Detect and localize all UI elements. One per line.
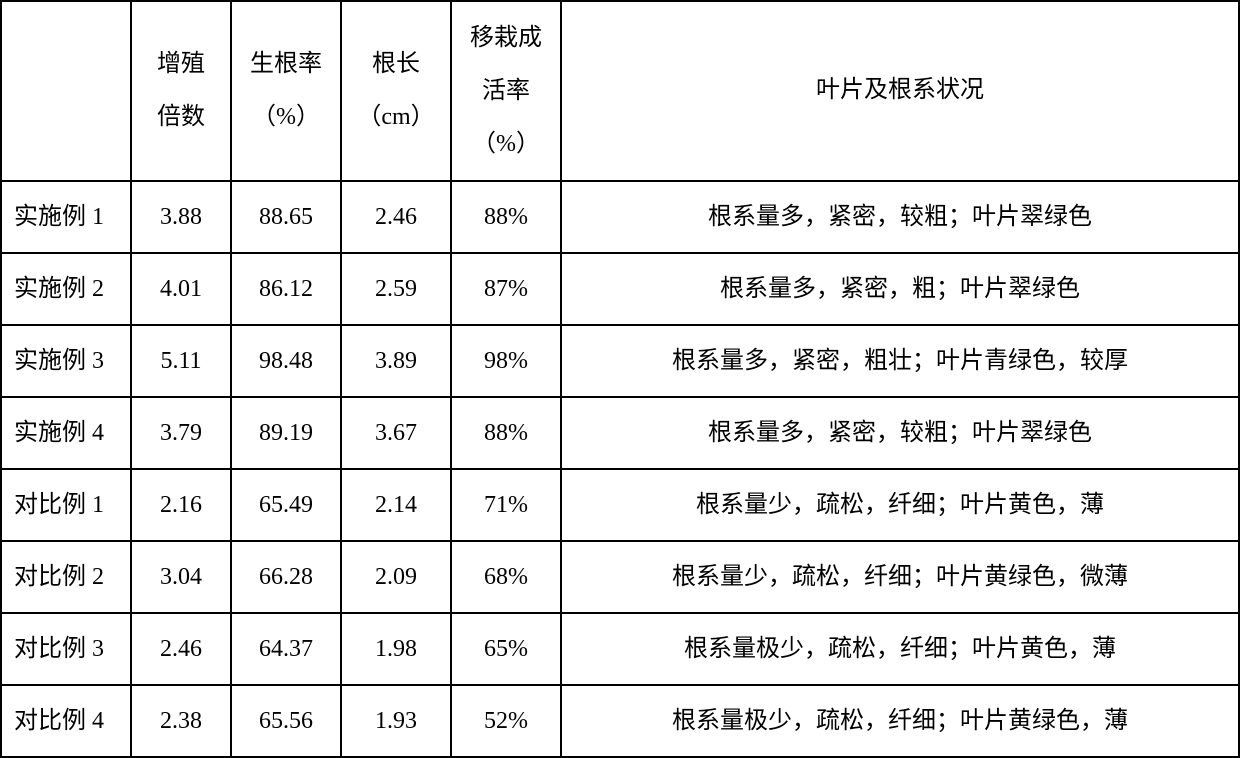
- cell-root-len: 3.89: [341, 325, 451, 397]
- cell-survival: 71%: [451, 469, 561, 541]
- cell-root-len: 2.59: [341, 253, 451, 325]
- cell-label: 实施例 4: [1, 397, 131, 469]
- cell-survival: 65%: [451, 613, 561, 685]
- cell-root-rate: 86.12: [231, 253, 341, 325]
- cell-root-rate: 65.56: [231, 685, 341, 757]
- data-table-container: 增殖倍数 生根率（%） 根长（cm） 移栽成活率（%） 叶片及根系状况 实施例 …: [0, 0, 1240, 758]
- header-rooting-rate: 生根率（%）: [231, 1, 341, 181]
- table-row: 实施例 4 3.79 89.19 3.67 88% 根系量多，紧密，较粗；叶片翠…: [1, 397, 1239, 469]
- cell-root-len: 2.09: [341, 541, 451, 613]
- cell-root-rate: 64.37: [231, 613, 341, 685]
- cell-root-len: 2.14: [341, 469, 451, 541]
- cell-root-rate: 89.19: [231, 397, 341, 469]
- table-header: 增殖倍数 生根率（%） 根长（cm） 移栽成活率（%） 叶片及根系状况: [1, 1, 1239, 181]
- table-row: 对比例 2 3.04 66.28 2.09 68% 根系量少，疏松，纤细；叶片黄…: [1, 541, 1239, 613]
- table-row: 对比例 4 2.38 65.56 1.93 52% 根系量极少，疏松，纤细；叶片…: [1, 685, 1239, 757]
- cell-survival: 98%: [451, 325, 561, 397]
- cell-root-rate: 65.49: [231, 469, 341, 541]
- table-row: 对比例 1 2.16 65.49 2.14 71% 根系量少，疏松，纤细；叶片黄…: [1, 469, 1239, 541]
- cell-desc: 根系量少，疏松，纤细；叶片黄绿色，微薄: [561, 541, 1239, 613]
- cell-desc: 根系量多，紧密，粗壮；叶片青绿色，较厚: [561, 325, 1239, 397]
- experiment-results-table: 增殖倍数 生根率（%） 根长（cm） 移栽成活率（%） 叶片及根系状况 实施例 …: [0, 0, 1240, 758]
- cell-label: 实施例 2: [1, 253, 131, 325]
- table-row: 实施例 1 3.88 88.65 2.46 88% 根系量多，紧密，较粗；叶片翠…: [1, 181, 1239, 253]
- cell-root-rate: 88.65: [231, 181, 341, 253]
- cell-mult: 2.16: [131, 469, 231, 541]
- cell-desc: 根系量极少，疏松，纤细；叶片黄绿色，薄: [561, 685, 1239, 757]
- cell-survival: 52%: [451, 685, 561, 757]
- cell-mult: 2.38: [131, 685, 231, 757]
- cell-root-len: 1.93: [341, 685, 451, 757]
- header-multiplication: 增殖倍数: [131, 1, 231, 181]
- cell-root-len: 1.98: [341, 613, 451, 685]
- cell-desc: 根系量多，紧密，粗；叶片翠绿色: [561, 253, 1239, 325]
- header-description: 叶片及根系状况: [561, 1, 1239, 181]
- table-row: 对比例 3 2.46 64.37 1.98 65% 根系量极少，疏松，纤细；叶片…: [1, 613, 1239, 685]
- cell-mult: 2.46: [131, 613, 231, 685]
- cell-mult: 3.04: [131, 541, 231, 613]
- cell-root-len: 3.67: [341, 397, 451, 469]
- cell-mult: 4.01: [131, 253, 231, 325]
- table-body: 实施例 1 3.88 88.65 2.46 88% 根系量多，紧密，较粗；叶片翠…: [1, 181, 1239, 757]
- cell-mult: 3.88: [131, 181, 231, 253]
- table-row: 实施例 2 4.01 86.12 2.59 87% 根系量多，紧密，粗；叶片翠绿…: [1, 253, 1239, 325]
- cell-root-len: 2.46: [341, 181, 451, 253]
- cell-label: 对比例 1: [1, 469, 131, 541]
- cell-root-rate: 66.28: [231, 541, 341, 613]
- cell-survival: 68%: [451, 541, 561, 613]
- cell-desc: 根系量少，疏松，纤细；叶片黄色，薄: [561, 469, 1239, 541]
- cell-survival: 88%: [451, 181, 561, 253]
- table-row: 实施例 3 5.11 98.48 3.89 98% 根系量多，紧密，粗壮；叶片青…: [1, 325, 1239, 397]
- cell-label: 实施例 1: [1, 181, 131, 253]
- cell-label: 对比例 2: [1, 541, 131, 613]
- cell-desc: 根系量多，紧密，较粗；叶片翠绿色: [561, 397, 1239, 469]
- cell-survival: 87%: [451, 253, 561, 325]
- cell-root-rate: 98.48: [231, 325, 341, 397]
- cell-label: 实施例 3: [1, 325, 131, 397]
- cell-label: 对比例 3: [1, 613, 131, 685]
- header-label: [1, 1, 131, 181]
- cell-label: 对比例 4: [1, 685, 131, 757]
- header-survival-rate: 移栽成活率（%）: [451, 1, 561, 181]
- cell-mult: 5.11: [131, 325, 231, 397]
- cell-mult: 3.79: [131, 397, 231, 469]
- cell-desc: 根系量多，紧密，较粗；叶片翠绿色: [561, 181, 1239, 253]
- cell-survival: 88%: [451, 397, 561, 469]
- header-root-length: 根长（cm）: [341, 1, 451, 181]
- cell-desc: 根系量极少，疏松，纤细；叶片黄色，薄: [561, 613, 1239, 685]
